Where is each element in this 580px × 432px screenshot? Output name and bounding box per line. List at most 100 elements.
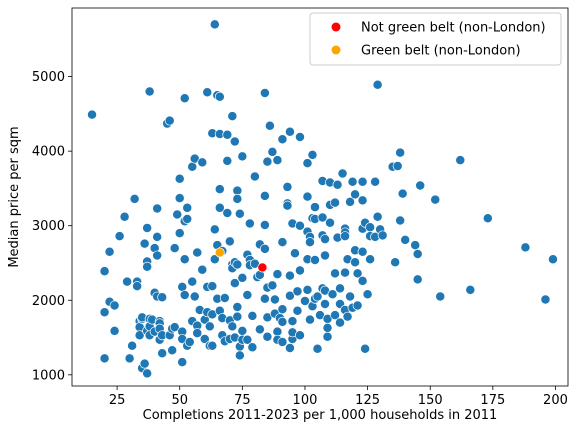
data-point — [289, 248, 300, 259]
data-point — [325, 217, 335, 228]
data-point — [267, 280, 278, 291]
data-point — [282, 181, 293, 192]
plot-marks — [87, 19, 558, 379]
data-point — [350, 189, 361, 200]
data-point — [207, 281, 218, 292]
legend-marker-not-green-belt — [331, 22, 341, 32]
data-point — [284, 290, 295, 301]
data-point — [247, 342, 258, 353]
data-point — [227, 111, 238, 122]
x-tick-label: 200 — [543, 393, 568, 408]
data-point — [197, 264, 208, 275]
data-point — [300, 296, 310, 306]
data-point — [302, 191, 313, 202]
data-point — [357, 275, 368, 286]
data-point — [199, 334, 210, 344]
data-point — [365, 222, 376, 233]
data-point — [189, 291, 200, 302]
data-point — [177, 281, 188, 292]
data-point — [142, 222, 153, 233]
data-point — [99, 307, 110, 318]
data-point — [295, 132, 305, 142]
data-point — [302, 284, 313, 295]
data-point — [152, 250, 163, 261]
data-point — [352, 268, 363, 279]
data-point — [99, 266, 110, 277]
data-point — [277, 304, 288, 315]
data-point — [192, 247, 203, 258]
data-point — [302, 158, 313, 169]
data-point — [169, 243, 180, 254]
y-tick-label: 1000 — [32, 368, 65, 383]
data-point — [340, 231, 351, 242]
data-point — [277, 337, 288, 347]
data-point — [259, 220, 270, 230]
data-point — [139, 238, 150, 249]
y-axis-label: Median price per sqm — [7, 126, 22, 267]
x-tick-label: 50 — [171, 393, 188, 408]
data-point — [305, 237, 315, 248]
data-point — [320, 234, 330, 245]
data-point — [222, 129, 233, 140]
y-axis: 1000 2000 3000 4000 5000 — [32, 70, 72, 383]
data-point — [347, 176, 358, 187]
data-point — [337, 168, 348, 179]
data-point — [204, 321, 215, 332]
x-tick-label: 150 — [418, 393, 443, 408]
data-point — [335, 283, 345, 294]
data-point — [179, 290, 190, 300]
data-point — [277, 316, 288, 327]
data-point — [482, 213, 493, 224]
data-point — [277, 237, 288, 248]
data-point — [357, 176, 368, 187]
data-point — [295, 265, 305, 276]
data-point — [164, 115, 175, 126]
data-point — [124, 353, 135, 364]
data-point — [224, 236, 235, 247]
data-point — [395, 147, 406, 158]
data-point — [167, 345, 178, 356]
data-point — [87, 109, 97, 120]
data-point — [242, 334, 253, 345]
data-point — [352, 300, 363, 311]
data-point — [259, 190, 270, 201]
data-point — [99, 353, 110, 364]
data-point — [214, 91, 225, 102]
data-point — [237, 272, 248, 283]
data-point — [259, 243, 270, 254]
data-point — [142, 368, 153, 379]
data-point — [209, 254, 220, 265]
y-tick-label: 5000 — [32, 70, 65, 85]
data-point — [262, 156, 273, 167]
data-point — [390, 257, 401, 268]
data-point — [340, 267, 351, 278]
data-point — [272, 269, 283, 280]
data-point — [372, 211, 383, 222]
data-point — [132, 281, 143, 292]
data-point — [247, 310, 258, 321]
data-point — [142, 261, 153, 272]
data-point — [455, 155, 466, 166]
legend-label-not-green-belt: Not green belt (non-London) — [361, 21, 546, 36]
data-point — [262, 331, 273, 342]
data-point — [412, 249, 423, 259]
data-point — [237, 151, 248, 162]
data-point — [177, 357, 188, 368]
data-point — [540, 294, 551, 305]
data-point — [345, 291, 356, 302]
data-point — [342, 311, 353, 322]
data-point — [320, 299, 330, 309]
data-point — [152, 231, 163, 242]
data-point — [322, 331, 333, 342]
x-tick-label: 25 — [109, 393, 126, 408]
data-point — [310, 202, 320, 213]
data-point — [284, 270, 295, 281]
y-tick-label: 4000 — [32, 145, 65, 160]
data-point — [129, 193, 140, 204]
data-point — [109, 300, 120, 311]
data-point — [254, 324, 265, 335]
data-point — [330, 197, 340, 208]
data-point — [184, 337, 195, 347]
plot-frame — [71, 7, 569, 387]
